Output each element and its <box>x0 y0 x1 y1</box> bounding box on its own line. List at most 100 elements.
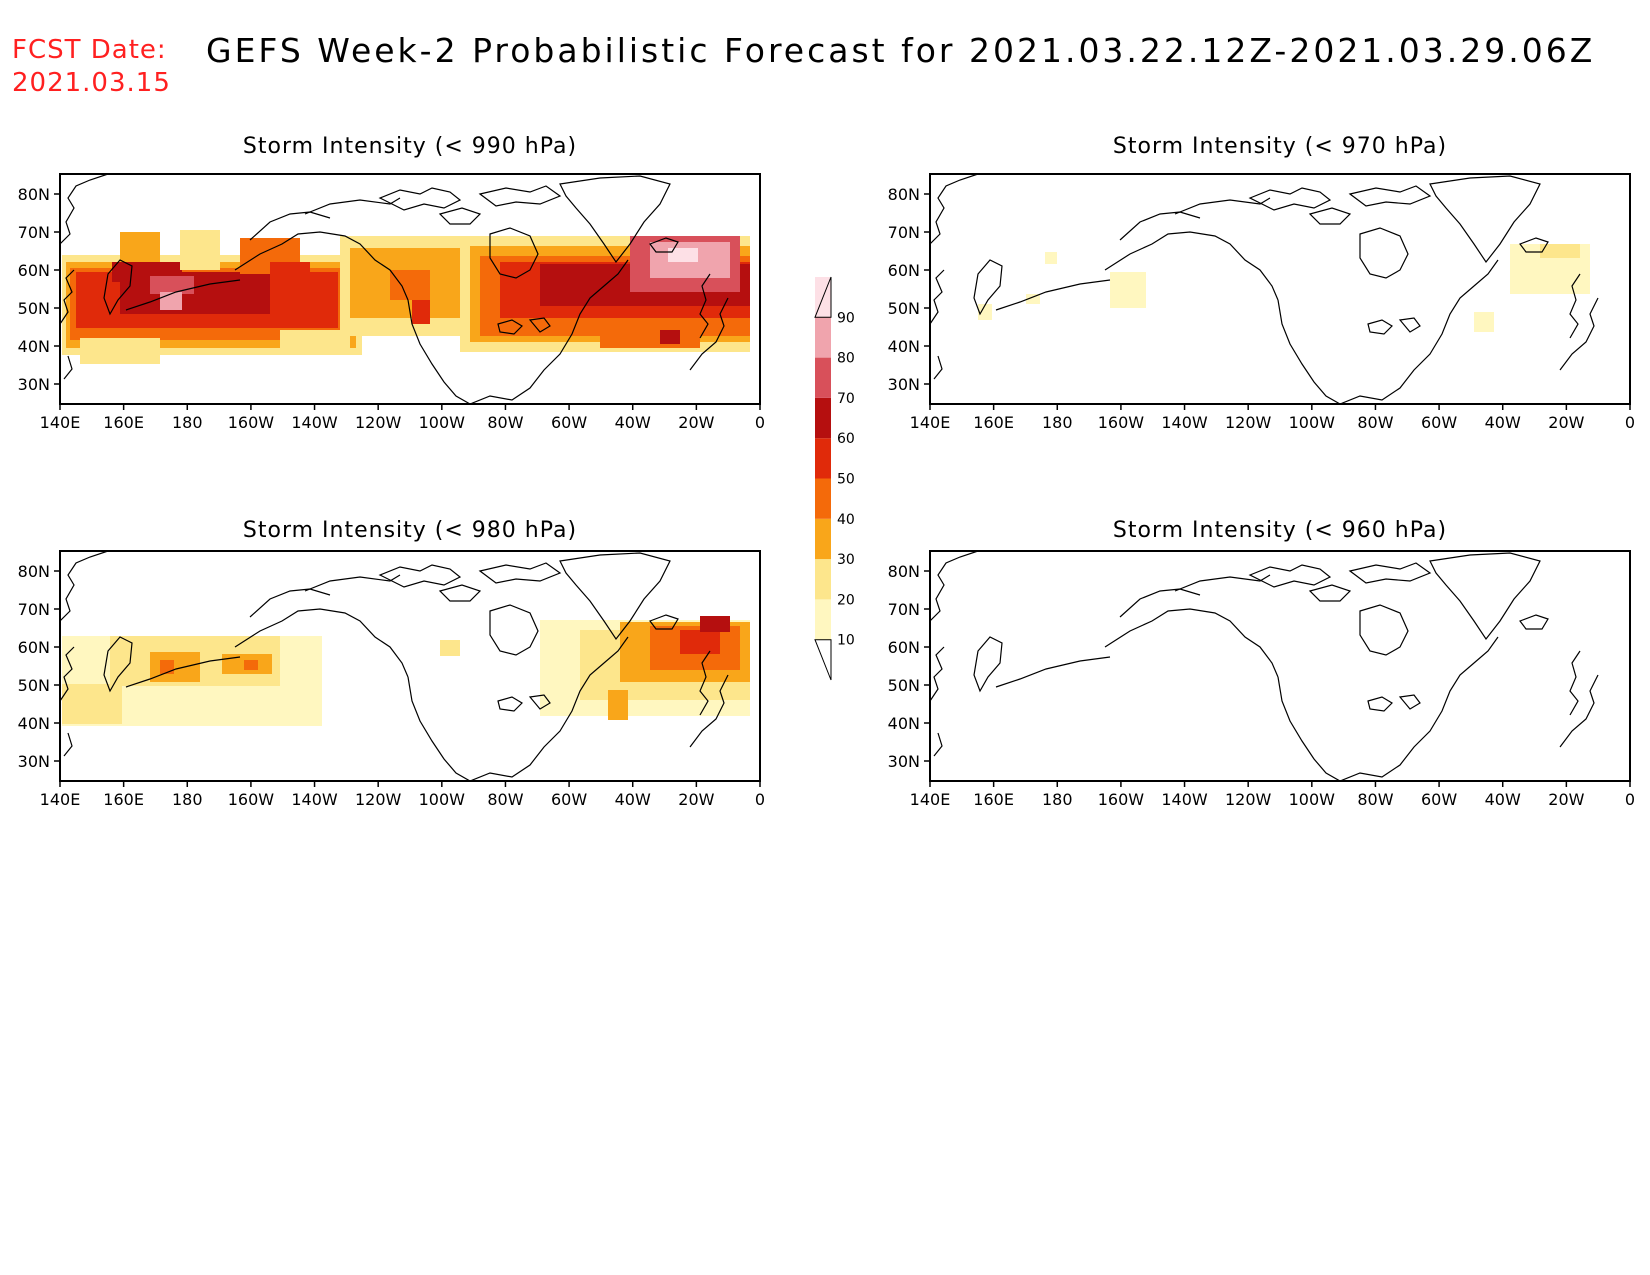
colorbar-top-arrow <box>814 276 832 318</box>
y-tick-label: 80N <box>18 562 50 581</box>
y-tick-label: 70N <box>18 600 50 619</box>
x-tick-label: 140W <box>1161 790 1208 809</box>
colorbar-label: 40 <box>837 512 855 528</box>
x-tick-label: 80W <box>487 413 523 432</box>
panel-title-960: Storm Intensity (< 960 hPa) <box>1113 518 1447 543</box>
y-tick-label: 50N <box>18 676 50 695</box>
x-tick-label: 120W <box>355 413 402 432</box>
fcst-date-value: 2021.03.15 <box>12 68 171 98</box>
colorbar-label: 90 <box>837 310 855 326</box>
x-tick-label: 140E <box>40 413 81 432</box>
coastline-970 <box>930 174 1599 404</box>
colorbar-label: 80 <box>837 351 855 367</box>
x-tick-label: 160E <box>103 413 144 432</box>
x-tick-label: 60W <box>551 413 587 432</box>
y-tick-label: 40N <box>888 714 920 733</box>
panel-title-980: Storm Intensity (< 980 hPa) <box>243 518 577 543</box>
x-tick-label: 0 <box>1625 790 1635 809</box>
y-tick-label: 50N <box>888 299 920 318</box>
x-tick-label: 160W <box>1098 413 1145 432</box>
map-panel-960 <box>929 550 1631 782</box>
colorbar-segment <box>815 317 831 358</box>
colorbar-segment <box>815 397 831 439</box>
y-tick-label: 50N <box>888 676 920 695</box>
map-panel-990 <box>59 173 761 405</box>
x-tick-label: 0 <box>755 413 765 432</box>
colorbar-label: 70 <box>837 391 855 407</box>
x-tick-label: 100W <box>419 790 466 809</box>
y-tick-label: 40N <box>888 337 920 356</box>
panel-title-990: Storm Intensity (< 990 hPa) <box>243 134 577 159</box>
y-tick-label: 60N <box>18 638 50 657</box>
x-tick-label: 160E <box>103 790 144 809</box>
x-tick-label: 40W <box>615 413 651 432</box>
x-tick-label: 140W <box>291 413 338 432</box>
x-tick-label: 140E <box>910 790 951 809</box>
y-tick-label: 30N <box>888 752 920 771</box>
x-tick-label: 180 <box>1042 413 1073 432</box>
page-title: GEFS Week-2 Probabilistic Forecast for 2… <box>206 31 1595 70</box>
x-tick-label: 80W <box>487 790 523 809</box>
x-tick-label: 140E <box>910 413 951 432</box>
x-tick-label: 20W <box>1548 413 1584 432</box>
x-tick-label: 100W <box>1289 790 1336 809</box>
probability-field-970 <box>978 244 1590 332</box>
x-tick-label: 100W <box>419 413 466 432</box>
y-tick-label: 40N <box>18 714 50 733</box>
fcst-date-label: FCST Date: <box>12 35 167 65</box>
y-tick-label: 70N <box>888 223 920 242</box>
x-tick-label: 140W <box>291 790 338 809</box>
map-frame-970 <box>929 173 1631 405</box>
x-tick-label: 160E <box>973 790 1014 809</box>
x-tick-label: 20W <box>678 413 714 432</box>
y-tick-label: 70N <box>888 600 920 619</box>
x-tick-label: 140W <box>1161 413 1208 432</box>
colorbar-segment <box>815 599 831 640</box>
x-tick-label: 40W <box>1485 790 1521 809</box>
colorbar-label: 20 <box>837 592 855 608</box>
x-tick-label: 140E <box>40 790 81 809</box>
x-tick-label: 100W <box>1289 413 1336 432</box>
colorbar-label: 10 <box>837 633 855 649</box>
colorbar-label: 30 <box>837 552 855 568</box>
map-frame-980 <box>59 550 761 782</box>
y-tick-label: 60N <box>888 638 920 657</box>
coastline-960 <box>930 551 1599 781</box>
map-frame-990 <box>59 173 761 405</box>
x-tick-label: 0 <box>755 790 765 809</box>
y-tick-label: 60N <box>888 261 920 280</box>
x-tick-label: 0 <box>1625 413 1635 432</box>
colorbar-segment <box>815 478 831 519</box>
colorbar-label: 50 <box>837 472 855 488</box>
y-tick-label: 50N <box>18 299 50 318</box>
y-tick-label: 30N <box>888 375 920 394</box>
x-tick-label: 60W <box>551 790 587 809</box>
colorbar-label: 60 <box>837 431 855 447</box>
colorbar-segment <box>815 438 831 479</box>
x-tick-label: 120W <box>355 790 402 809</box>
x-tick-label: 80W <box>1357 790 1393 809</box>
y-tick-label: 80N <box>888 562 920 581</box>
y-tick-label: 70N <box>18 223 50 242</box>
colorbar-bottom-arrow <box>814 639 832 681</box>
x-tick-label: 120W <box>1225 790 1272 809</box>
x-tick-label: 40W <box>1485 413 1521 432</box>
x-tick-label: 20W <box>678 790 714 809</box>
x-tick-label: 120W <box>1225 413 1272 432</box>
y-tick-label: 30N <box>18 752 50 771</box>
x-tick-label: 40W <box>615 790 651 809</box>
y-tick-label: 80N <box>18 185 50 204</box>
colorbar: 10 20 30 40 50 60 70 80 90 <box>814 276 855 681</box>
x-tick-label: 160E <box>973 413 1014 432</box>
colorbar-segment <box>815 518 831 560</box>
map-panel-980 <box>59 550 761 782</box>
x-tick-label: 60W <box>1421 413 1457 432</box>
y-tick-label: 30N <box>18 375 50 394</box>
x-tick-label: 180 <box>172 413 203 432</box>
colorbar-segment <box>815 357 831 398</box>
x-tick-label: 160W <box>228 790 275 809</box>
panel-title-970: Storm Intensity (< 970 hPa) <box>1113 134 1447 159</box>
x-tick-label: 180 <box>172 790 203 809</box>
map-panel-970 <box>929 173 1631 405</box>
x-tick-label: 60W <box>1421 790 1457 809</box>
